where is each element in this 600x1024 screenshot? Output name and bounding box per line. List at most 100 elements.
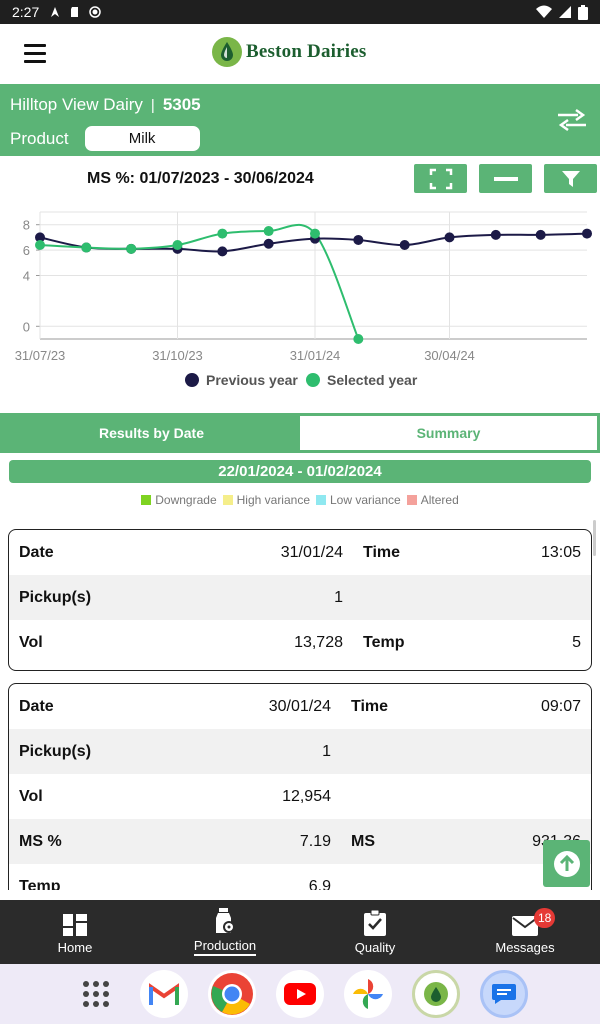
tab-results-by-date[interactable]: Results by Date — [3, 416, 300, 450]
collapse-button[interactable] — [479, 164, 532, 193]
data-point — [217, 228, 228, 239]
data-point — [399, 240, 410, 251]
x-tick-label: 31/10/23 — [152, 348, 203, 363]
nav-production-label: Production — [193, 938, 257, 956]
data-point — [263, 226, 274, 237]
date-range-pill[interactable]: 22/01/2024 - 01/02/2024 — [9, 460, 591, 483]
pickups-value: 1 — [322, 743, 331, 760]
system-dock — [0, 964, 600, 1024]
record-row: Temp 6.9 — [9, 864, 591, 890]
vol-label: Vol — [19, 788, 43, 805]
temp-value: 6.9 — [308, 878, 331, 890]
legend-label: Previous year — [206, 372, 298, 388]
swap-arrows-icon[interactable] — [556, 106, 588, 134]
nav-messages[interactable]: Messages 18 — [450, 900, 600, 964]
clipboard-check-icon — [364, 909, 386, 936]
hamburger-icon[interactable] — [24, 44, 46, 64]
milk-drop-icon — [212, 37, 242, 67]
data-point — [309, 228, 320, 239]
record-row: Date 30/01/24 Time 09:07 — [9, 684, 591, 729]
photos-icon[interactable] — [344, 970, 392, 1018]
record-card[interactable]: Date 31/01/24 Time 13:05 Pickup(s) 1 Vol… — [8, 529, 592, 671]
y-tick-label: 4 — [23, 269, 30, 284]
product-label: Product — [10, 128, 69, 148]
x-tick-label: 31/01/24 — [290, 348, 341, 363]
nav-production[interactable]: Production — [150, 900, 300, 964]
record-row: Vol 13,728 Temp 5 — [9, 620, 591, 670]
messages-app-icon[interactable] — [480, 970, 528, 1018]
farm-name: Hilltop View Dairy — [10, 95, 143, 114]
y-tick-label: 0 — [23, 319, 30, 334]
legend-downgrade-label: Downgrade — [155, 493, 217, 507]
series-line-selected-year — [39, 223, 360, 340]
chart-title: MS %: 01/07/2023 - 30/06/2024 — [87, 170, 314, 187]
legend-low-variance: Low variance — [316, 493, 401, 507]
pickups-value: 1 — [334, 589, 343, 606]
farm-separator: | — [150, 96, 155, 114]
dashboard-icon — [63, 913, 87, 936]
data-point — [35, 232, 45, 243]
data-point — [582, 228, 592, 239]
y-tick-label: 8 — [23, 218, 30, 233]
youtube-icon[interactable] — [276, 970, 324, 1018]
time-value: 13:05 — [540, 544, 581, 561]
data-point — [81, 242, 92, 253]
status-bar: 2:27 — [0, 0, 600, 24]
data-point — [126, 243, 137, 254]
legend-marker — [185, 373, 199, 387]
gmail-icon[interactable] — [140, 970, 188, 1018]
chrome-icon[interactable] — [208, 970, 256, 1018]
x-tick-label: 30/04/24 — [424, 348, 475, 363]
nav-messages-label: Messages — [495, 939, 555, 955]
date-label: Date — [19, 544, 54, 561]
status-time: 2:27 — [12, 4, 40, 20]
nav-quality-label: Quality — [354, 939, 396, 955]
legend-downgrade: Downgrade — [141, 493, 217, 507]
data-point — [172, 240, 183, 251]
nav-home-label: Home — [57, 939, 93, 955]
cell-signal-icon — [559, 6, 571, 18]
chart-canvas: 0 4 6 8 31/07/23 31/10/23 31/01/24 30/04/24 Pre… — [15, 211, 592, 388]
chart-header: MS %: 01/07/2023 - 30/06/2024 — [0, 156, 600, 202]
vol-value: 13,728 — [294, 634, 343, 651]
tab-results-by-date-label: Results by Date — [98, 425, 205, 441]
envelope-icon — [512, 915, 538, 936]
date-label: Date — [19, 698, 54, 715]
records-list[interactable]: Date 31/01/24 Time 13:05 Pickup(s) 1 Vol… — [0, 520, 600, 890]
filter-button[interactable] — [544, 164, 597, 193]
data-point — [217, 246, 228, 257]
beston-app-icon[interactable] — [412, 970, 460, 1018]
bottom-nav: Home Production Quality Messages 18 — [0, 900, 600, 964]
temp-value: 5 — [572, 634, 581, 651]
records-scrollbar[interactable] — [593, 520, 596, 556]
record-card[interactable]: Date 30/01/24 Time 09:07 Pickup(s) 1 Vol… — [8, 683, 592, 890]
legend-swatch — [406, 495, 417, 505]
legend-altered-label: Altered — [420, 493, 459, 507]
result-legend: Downgrade High variance Low variance Alt… — [0, 493, 600, 507]
app-grid-icon[interactable] — [72, 970, 120, 1018]
tab-summary[interactable]: Summary — [300, 416, 597, 450]
record-row: MS % 7.19 MS 931.36 — [9, 819, 591, 864]
legend-swatch — [316, 495, 326, 505]
vol-label: Vol — [19, 634, 43, 651]
legend-low-variance-label: Low variance — [330, 493, 401, 507]
product-value: Milk — [128, 130, 156, 147]
product-selector[interactable]: Milk — [84, 126, 200, 151]
data-point — [490, 229, 501, 240]
data-point — [35, 240, 45, 251]
legend-label: Selected year — [327, 372, 418, 388]
wifi-icon — [536, 5, 552, 18]
fullscreen-button[interactable] — [414, 164, 467, 193]
ms-pct-label: MS % — [19, 833, 62, 850]
nav-quality[interactable]: Quality — [300, 900, 450, 964]
pickups-label: Pickup(s) — [19, 743, 92, 760]
scroll-top-button[interactable] — [543, 840, 590, 887]
time-label: Time — [363, 544, 401, 561]
legend-high-variance: High variance — [222, 493, 310, 507]
nav-home[interactable]: Home — [0, 900, 150, 964]
brand-logo: Beston Dairies — [212, 37, 366, 67]
legend-marker — [306, 373, 320, 387]
temp-label: Temp — [19, 878, 61, 890]
results-tabs: Results by Date Summary — [0, 413, 600, 453]
messages-badge: 18 — [534, 908, 556, 928]
